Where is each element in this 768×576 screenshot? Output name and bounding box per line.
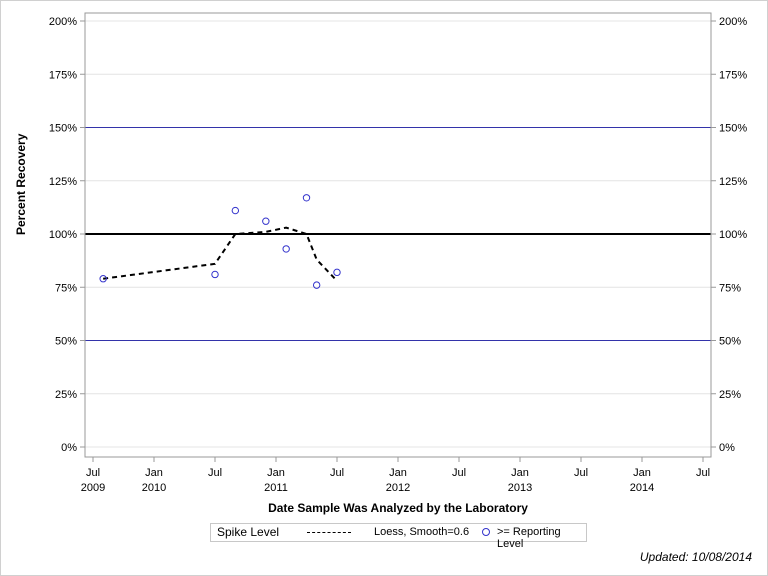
y-tick-label-right: 100% <box>719 229 747 241</box>
x-tick-label: Jul <box>208 467 222 479</box>
data-point <box>99 275 107 283</box>
y-tick-label: 0% <box>61 442 77 454</box>
legend: Spike Level Loess, Smooth=0.6 >= Reporti… <box>210 523 587 550</box>
x-tick-year: 2011 <box>264 482 288 494</box>
x-tick-year: 2014 <box>630 482 654 494</box>
updated-timestamp: Updated: 10/08/2014 <box>639 550 752 564</box>
legend-loess-label: Loess, Smooth=0.6 <box>374 526 470 538</box>
y-tick-label-right: 25% <box>719 389 741 401</box>
y-tick-label: 75% <box>55 282 77 294</box>
x-axis-label: Date Sample Was Analyzed by the Laborato… <box>268 501 528 515</box>
x-tick-label: Jul <box>452 467 466 479</box>
x-tick-label: Jan <box>389 467 407 479</box>
data-point <box>231 206 240 215</box>
x-tick-label: Jan <box>267 467 285 479</box>
x-tick-year: 2010 <box>142 482 166 494</box>
y-tick-label: 175% <box>49 69 77 81</box>
y-tick-label: 150% <box>49 123 77 135</box>
data-point <box>211 270 219 279</box>
y-tick-label-right: 175% <box>719 69 747 81</box>
y-tick-label-right: 125% <box>719 176 747 188</box>
y-tick-label-right: 200% <box>719 16 747 28</box>
data-point <box>333 268 341 277</box>
y-axis-label: Percent Recovery <box>14 133 28 235</box>
legend-reporting-label: >= Reporting Level <box>497 526 561 550</box>
data-point <box>302 194 311 202</box>
y-tick-label: 200% <box>49 16 77 28</box>
x-tick-label: Jul <box>696 467 710 479</box>
data-point <box>262 217 270 225</box>
y-tick-label-right: 75% <box>719 282 741 294</box>
data-point <box>312 281 321 289</box>
y-tick-label-right: 50% <box>719 336 741 348</box>
x-tick-label: Jan <box>511 467 529 479</box>
x-tick-label: Jul <box>330 467 344 479</box>
x-tick-label: Jul <box>574 467 588 479</box>
x-tick-label: Jul <box>86 467 100 479</box>
y-tick-label-right: 0% <box>719 442 735 454</box>
x-tick-year: 2009 <box>81 482 105 494</box>
x-tick-year: 2013 <box>508 482 532 494</box>
y-tick-label: 25% <box>55 389 77 401</box>
y-tick-label: 100% <box>49 229 77 241</box>
y-tick-label-right: 150% <box>719 123 747 135</box>
x-tick-label: Jan <box>145 467 163 479</box>
y-tick-label: 50% <box>55 336 77 348</box>
loess-line <box>103 226 338 282</box>
dashed-line-icon <box>307 532 351 533</box>
data-point <box>282 245 290 253</box>
y-tick-label: 125% <box>49 176 77 188</box>
x-tick-label: Jan <box>633 467 651 479</box>
legend-title: Spike Level <box>217 525 280 539</box>
x-tick-year: 2012 <box>386 482 410 494</box>
circle-marker-icon <box>482 528 490 536</box>
